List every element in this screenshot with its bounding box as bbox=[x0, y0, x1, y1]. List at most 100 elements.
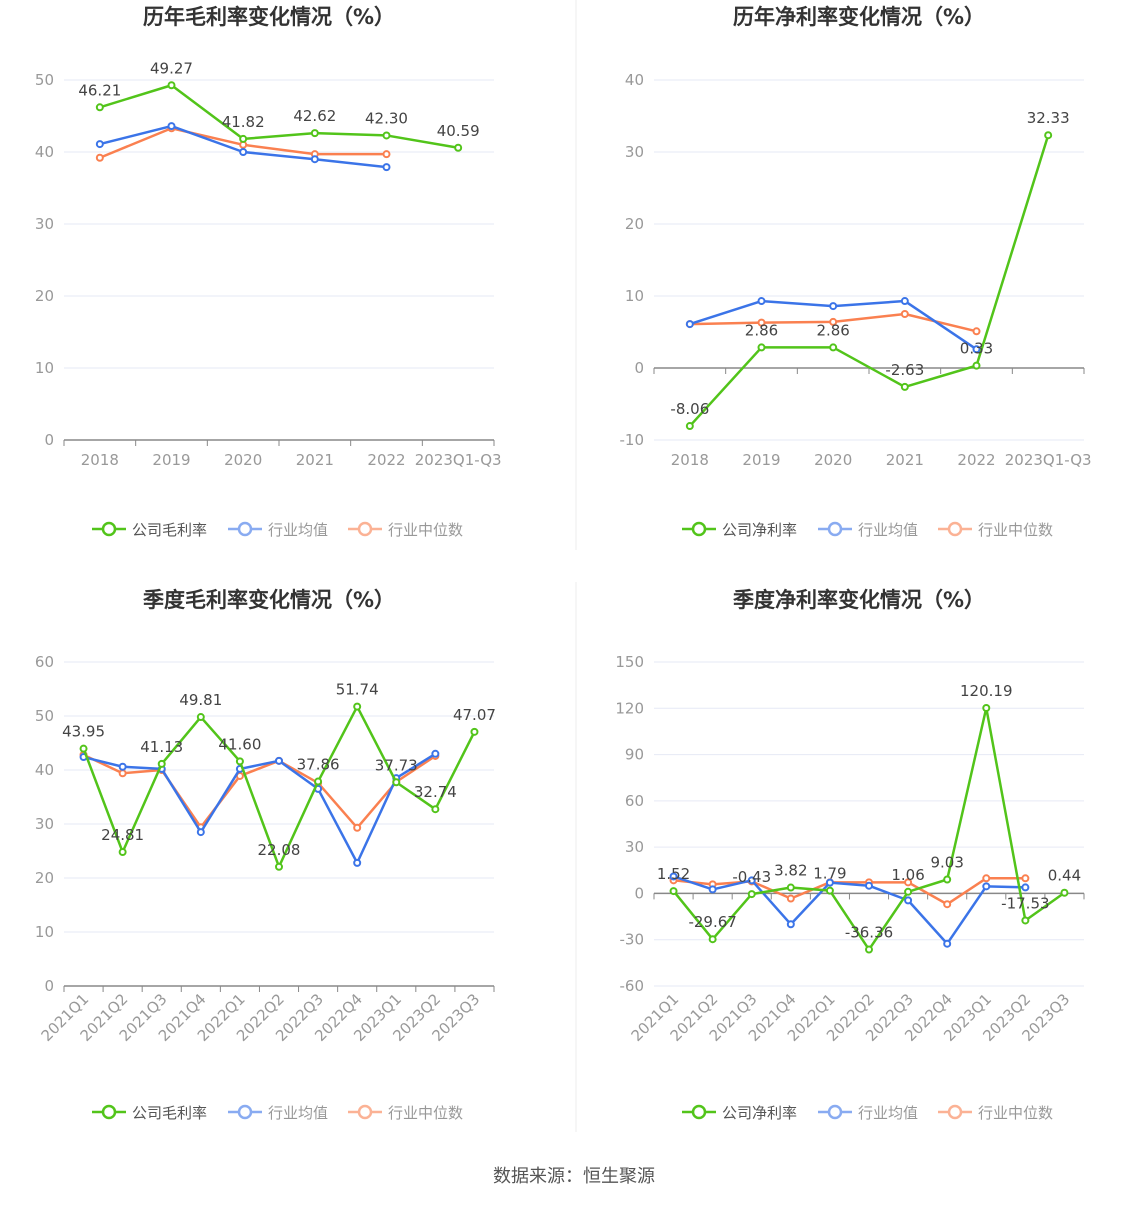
series-line-industry-average bbox=[673, 875, 1026, 945]
y-tick-label: 10 bbox=[35, 923, 54, 941]
data-point bbox=[382, 131, 391, 140]
data-label: 41.82 bbox=[222, 113, 265, 131]
legend-item: 公司净利率 bbox=[682, 1104, 797, 1122]
legend-label: 行业均值 bbox=[268, 1104, 328, 1122]
data-point bbox=[95, 103, 104, 112]
data-label: 120.19 bbox=[960, 682, 1013, 700]
data-point bbox=[685, 422, 694, 431]
data-label: 0.33 bbox=[960, 340, 993, 358]
legend-marker-icon bbox=[691, 1104, 707, 1120]
data-label: 49.27 bbox=[150, 59, 193, 77]
y-tick-label: 150 bbox=[615, 653, 644, 671]
legend-marker-icon bbox=[947, 1104, 963, 1120]
y-tick-label: 40 bbox=[625, 71, 644, 89]
data-point bbox=[79, 744, 88, 753]
data-label: -8.06 bbox=[670, 400, 709, 418]
data-point bbox=[382, 150, 391, 159]
legend-marker-icon bbox=[827, 521, 843, 537]
y-tick-label: 40 bbox=[35, 143, 54, 161]
data-point bbox=[982, 874, 991, 883]
legend-marker-icon bbox=[357, 1104, 373, 1120]
series-line-company bbox=[688, 134, 1050, 427]
data-point bbox=[757, 343, 766, 352]
data-point bbox=[454, 143, 463, 152]
data-point bbox=[353, 823, 362, 832]
legend-item: 行业均值 bbox=[228, 1104, 328, 1122]
x-tick-label: 2019 bbox=[742, 451, 780, 469]
data-point bbox=[1044, 131, 1053, 140]
y-tick-label: 20 bbox=[625, 215, 644, 233]
data-point bbox=[167, 122, 176, 131]
data-point bbox=[685, 320, 694, 329]
data-point bbox=[275, 756, 283, 765]
x-tick-label: 2021 bbox=[886, 451, 924, 469]
data-point bbox=[904, 896, 913, 905]
y-tick-label: -10 bbox=[620, 431, 645, 449]
y-tick-label: 40 bbox=[35, 761, 54, 779]
x-tick-label: 2020 bbox=[224, 451, 262, 469]
x-tick-label: 2018 bbox=[671, 451, 709, 469]
x-tick-label: 2021 bbox=[296, 451, 334, 469]
legend-marker-icon bbox=[947, 521, 963, 537]
data-point bbox=[829, 317, 838, 326]
y-tick-label: 90 bbox=[625, 746, 644, 764]
data-point bbox=[900, 297, 909, 306]
y-tick-label: 50 bbox=[35, 71, 54, 89]
data-label: -29.67 bbox=[688, 913, 736, 931]
y-tick-label: 10 bbox=[625, 287, 644, 305]
y-tick-label: 30 bbox=[35, 815, 54, 833]
y-tick-label: 20 bbox=[35, 869, 54, 887]
data-point bbox=[239, 148, 248, 156]
legend-marker-icon bbox=[691, 521, 707, 537]
y-tick-label: 0 bbox=[634, 359, 644, 377]
data-point bbox=[982, 882, 991, 891]
data-point bbox=[982, 703, 991, 712]
data-label: 2.86 bbox=[745, 321, 778, 339]
chart-2: 历年净利率变化情况（%） -10 0 10 20 30 40 2018 2019 2020 2021… bbox=[620, 5, 1092, 539]
data-point bbox=[900, 310, 909, 318]
data-point bbox=[943, 900, 952, 909]
data-label: 2.86 bbox=[816, 321, 849, 339]
legend-item: 公司毛利率 bbox=[92, 521, 207, 539]
chart-1: 历年毛利率变化情况（%） 0 10 20 30 40 50 2018 2019 2020 2021 2… bbox=[35, 5, 502, 539]
legend-label: 公司毛利率 bbox=[132, 521, 207, 539]
data-point bbox=[972, 345, 981, 354]
data-source: 数据来源：恒生聚源 bbox=[493, 1166, 655, 1187]
x-tick-label: 2022 bbox=[957, 451, 995, 469]
data-point bbox=[1060, 888, 1069, 897]
y-tick-label: 60 bbox=[625, 792, 644, 810]
data-point bbox=[470, 727, 479, 736]
legend-label: 行业中位数 bbox=[388, 521, 463, 539]
data-label: 37.86 bbox=[297, 756, 340, 774]
x-tick-label: 2019 bbox=[152, 451, 190, 469]
data-point bbox=[757, 297, 766, 306]
y-tick-label: 30 bbox=[625, 143, 644, 161]
data-point bbox=[310, 155, 319, 164]
data-label: 24.81 bbox=[101, 826, 144, 844]
data-point bbox=[1021, 883, 1030, 892]
y-tick-label: 0 bbox=[634, 884, 644, 902]
legend-marker-icon bbox=[827, 1104, 843, 1120]
data-point bbox=[118, 848, 127, 857]
data-label: -2.63 bbox=[885, 361, 924, 379]
series-line-industry-average bbox=[83, 752, 437, 865]
y-tick-label: 30 bbox=[35, 215, 54, 233]
data-label: 41.13 bbox=[140, 738, 183, 756]
chart-title: 历年毛利率变化情况（%） bbox=[143, 5, 395, 29]
data-point bbox=[943, 875, 952, 884]
legend-item: 公司净利率 bbox=[682, 521, 797, 539]
y-tick-label: 50 bbox=[35, 707, 54, 725]
legend-label: 公司净利率 bbox=[722, 1104, 797, 1122]
chart-title: 历年净利率变化情况（%） bbox=[733, 5, 985, 29]
data-point bbox=[904, 878, 913, 887]
data-label: 46.21 bbox=[78, 81, 121, 99]
y-tick-label: 10 bbox=[35, 359, 54, 377]
x-tick-label: 2018 bbox=[81, 451, 119, 469]
y-tick-label: 0 bbox=[44, 977, 54, 995]
legend-label: 行业均值 bbox=[858, 521, 918, 539]
data-point bbox=[829, 302, 838, 311]
y-tick-label: 120 bbox=[615, 699, 644, 717]
y-tick-label: 20 bbox=[35, 287, 54, 305]
legend-item: 行业均值 bbox=[818, 521, 918, 539]
x-tick-label: 2023Q1-Q3 bbox=[1005, 451, 1092, 469]
